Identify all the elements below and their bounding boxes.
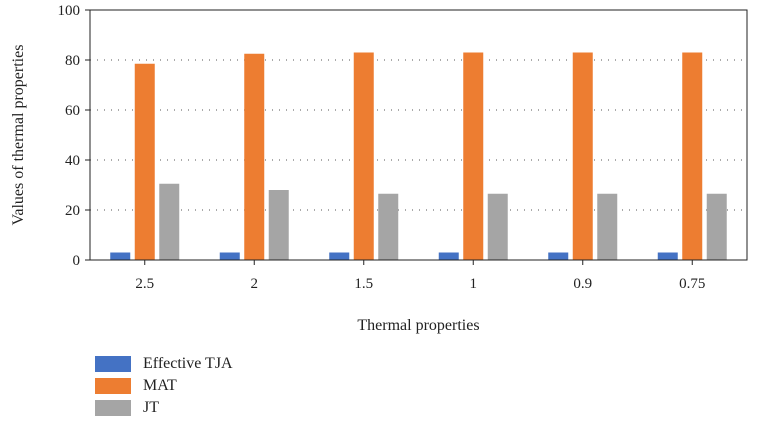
- legend: Effective TJA MAT JT: [95, 354, 233, 420]
- bar-jt-1: [487, 193, 508, 260]
- bar-effective-tja-2: [219, 252, 240, 260]
- bar-jt-2: [268, 190, 289, 260]
- bar-effective-tja-1.5: [329, 252, 350, 260]
- bar-mat-0.9: [572, 52, 593, 260]
- bar-jt-1.5: [378, 193, 399, 260]
- grid-lines: [90, 59, 747, 211]
- bar-mat-1.5: [353, 52, 374, 260]
- bar-effective-tja-0.75: [657, 252, 678, 260]
- y-tick-label: 20: [65, 203, 80, 219]
- bar-mat-2: [244, 53, 265, 260]
- legend-label-mat: MAT: [143, 377, 177, 394]
- y-tick-label: 100: [58, 3, 81, 19]
- y-tick-label: 0: [73, 253, 81, 269]
- legend-swatch-jt: [95, 400, 131, 416]
- y-tick-label: 40: [65, 153, 80, 169]
- legend-item-jt: JT: [95, 398, 233, 418]
- bar-jt-0.75: [706, 193, 727, 260]
- x-tick-label: 0.9: [573, 276, 592, 292]
- bar-effective-tja-1: [438, 252, 459, 260]
- bar-mat-0.75: [682, 52, 703, 260]
- x-tick-label: 1.5: [354, 276, 373, 292]
- y-axis-label: Values of thermal properties: [10, 45, 27, 226]
- legend-label-jt: JT: [143, 399, 159, 416]
- bar-mat-2.5: [134, 63, 155, 260]
- legend-swatch-effective-tja: [95, 356, 131, 372]
- bar-effective-tja-0.9: [548, 252, 569, 260]
- legend-swatch-mat: [95, 378, 131, 394]
- y-tick-label: 80: [65, 53, 80, 69]
- x-axis-ticks: 2.5 2 1.5 1 0.9 0.75: [135, 260, 705, 292]
- bar-jt-0.9: [597, 193, 618, 260]
- plot-frame: [89, 9, 748, 261]
- legend-item-mat: MAT: [95, 376, 233, 396]
- legend-item-effective-tja: Effective TJA: [95, 354, 233, 374]
- x-axis-label: Thermal properties: [357, 317, 479, 334]
- x-tick-label: 2: [251, 276, 259, 292]
- bar-mat-1: [463, 52, 484, 260]
- x-tick-label: 1: [470, 276, 478, 292]
- bars-group: [110, 52, 727, 260]
- x-tick-label: 0.75: [679, 276, 705, 292]
- y-axis-ticks: 0 20 40 60 80 100: [58, 3, 90, 269]
- x-tick-label: 2.5: [135, 276, 154, 292]
- legend-label-effective-tja: Effective TJA: [143, 355, 233, 372]
- bar-effective-tja-2.5: [110, 252, 131, 260]
- y-tick-label: 60: [65, 103, 80, 119]
- bar-jt-2.5: [159, 183, 180, 260]
